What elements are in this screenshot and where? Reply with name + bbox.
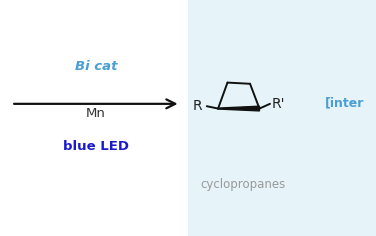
Text: cyclopropanes: cyclopropanes bbox=[200, 177, 285, 191]
Polygon shape bbox=[218, 106, 259, 111]
Text: Bi cat: Bi cat bbox=[74, 59, 117, 73]
Text: [inter: [inter bbox=[325, 96, 365, 109]
Text: Mn: Mn bbox=[86, 107, 106, 120]
FancyBboxPatch shape bbox=[188, 0, 376, 236]
Text: R: R bbox=[193, 99, 202, 113]
Text: R': R' bbox=[271, 97, 285, 111]
Text: blue LED: blue LED bbox=[63, 140, 129, 153]
